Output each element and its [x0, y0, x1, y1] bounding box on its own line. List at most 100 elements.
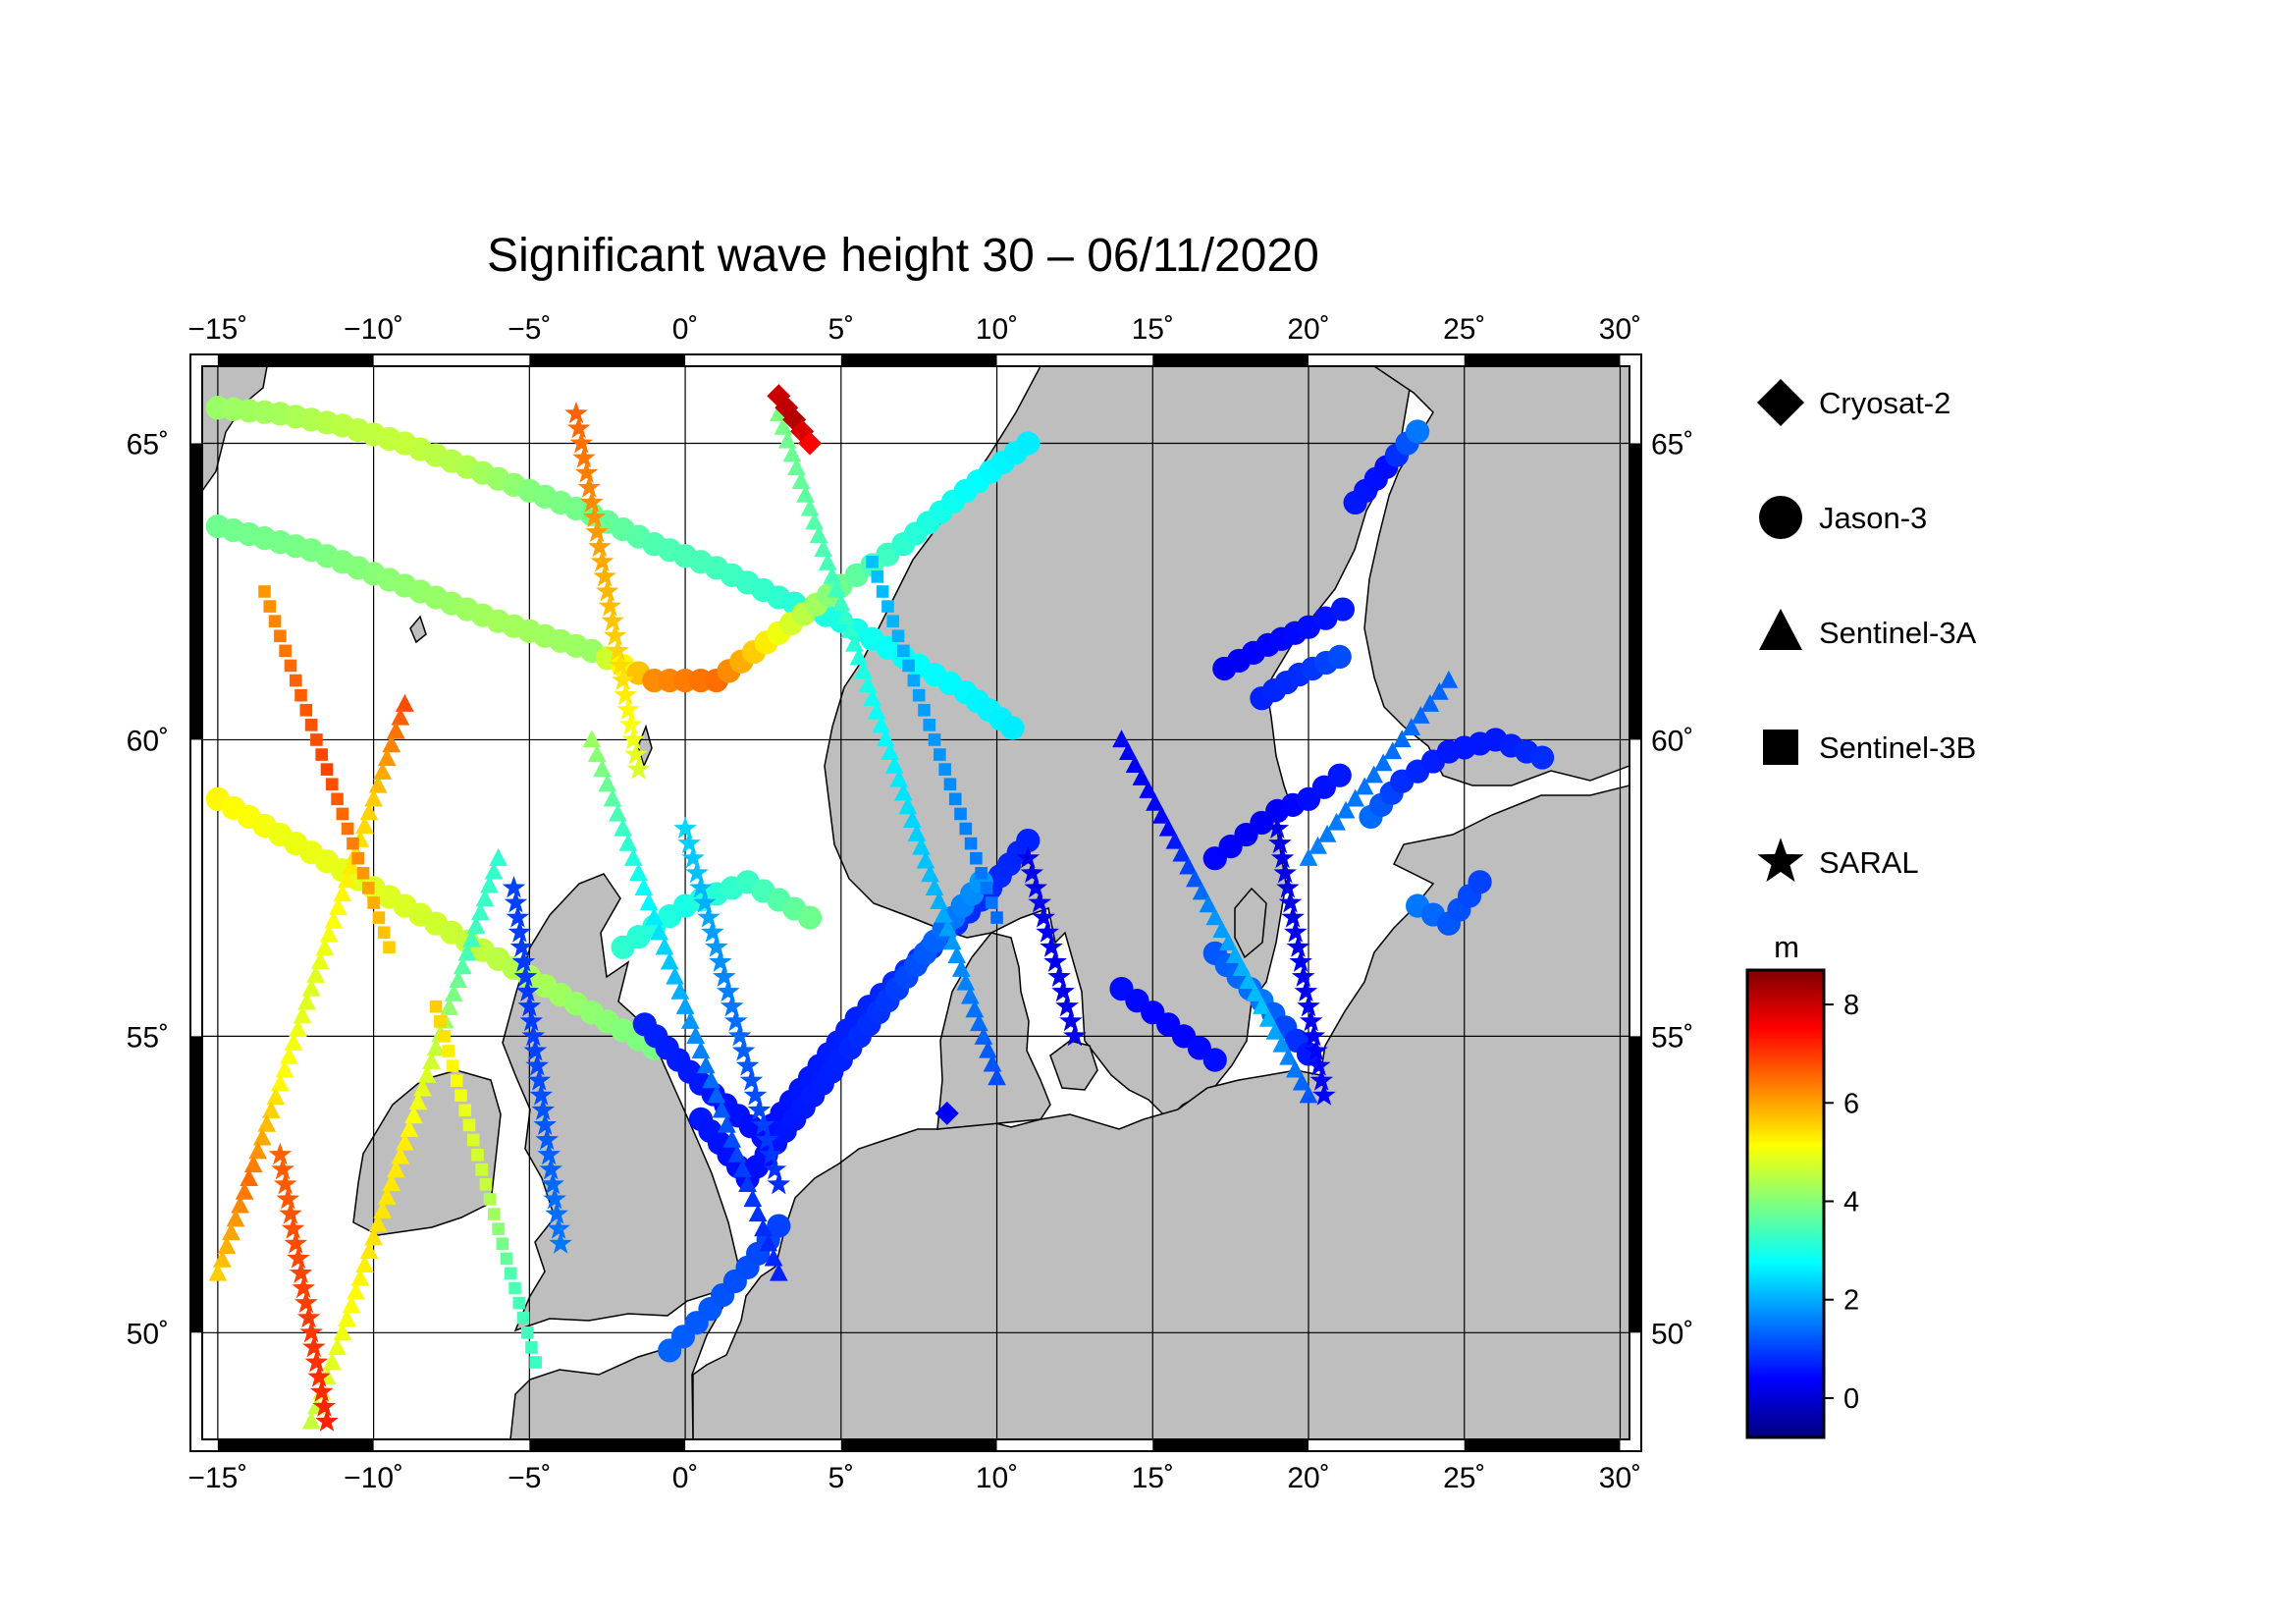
data-point-triangle [261, 1101, 281, 1118]
data-point-triangle [1179, 856, 1198, 875]
data-point-star [523, 1039, 548, 1061]
data-point-triangle [462, 929, 481, 947]
data-point-star [577, 475, 601, 498]
data-point-triangle [809, 525, 828, 544]
data-point-star [284, 1231, 307, 1254]
data-point-triangle [1146, 792, 1164, 811]
data-point-square [529, 1356, 542, 1369]
data-point-star [624, 742, 648, 765]
data-point-star [502, 876, 526, 898]
data-point-triangle [328, 1337, 347, 1356]
frame-bar-left [190, 443, 202, 740]
data-point-square [377, 926, 391, 939]
data-point-triangle [377, 748, 397, 767]
data-point-star [1043, 949, 1067, 972]
data-point-triangle [629, 863, 648, 881]
data-point-square [980, 882, 993, 894]
data-point-triangle [769, 1263, 788, 1281]
data-point-circle [1327, 763, 1352, 787]
data-point-star [1032, 905, 1055, 928]
data-point-star [292, 1275, 315, 1298]
data-point-star [1055, 994, 1079, 1017]
data-point-square [954, 807, 967, 821]
data-point-triangle [350, 1268, 370, 1286]
data-point-triangle [1429, 681, 1449, 700]
data-point-triangle [1139, 780, 1158, 798]
data-point-triangle [222, 1222, 240, 1241]
data-point-triangle [355, 1255, 374, 1272]
data-point-square [504, 1267, 517, 1280]
data-point-star [1307, 1054, 1331, 1076]
data-point-star [611, 668, 635, 691]
data-point-circle [1468, 870, 1492, 894]
data-point-star [304, 1350, 329, 1373]
data-point-square [294, 688, 307, 702]
data-point-star [271, 1157, 294, 1180]
lon-tick-label-bottom: −10˚ [344, 1462, 403, 1494]
data-point-triangle [342, 1295, 361, 1314]
data-point-square [496, 1237, 509, 1251]
graticule [202, 366, 1629, 1439]
data-point-star [569, 431, 593, 454]
data-point-triangle [727, 1144, 747, 1163]
data-point-triangle [979, 1040, 997, 1058]
lon-tick-label-top: 25˚ [1443, 313, 1485, 346]
lat-tick-label-left: 55˚ [127, 1021, 169, 1054]
data-point-star [689, 876, 713, 898]
data-point-triangle [297, 992, 316, 1010]
data-point-star [504, 891, 528, 913]
data-point-triangle [413, 1078, 432, 1097]
data-point-triangle [1299, 1085, 1318, 1104]
data-point-triangle [359, 802, 379, 821]
data-point-square [362, 882, 375, 894]
data-point-triangle [408, 1092, 428, 1110]
data-point-triangle [675, 996, 695, 1014]
data-point-star [309, 1380, 334, 1402]
data-point-triangle [404, 1106, 423, 1124]
legend: Cryosat-2 Jason-3 Sentinel-3A Sentinel-3B SA… [1757, 379, 1977, 883]
data-point-square [325, 778, 339, 791]
data-point-star [1305, 1039, 1328, 1061]
data-point-triangle [956, 972, 976, 991]
data-point-triangle [947, 946, 967, 964]
data-point-triangle [938, 918, 958, 937]
data-point-triangle [738, 1174, 757, 1192]
data-point-star [549, 1231, 572, 1254]
data-point-square [320, 763, 334, 776]
frame-bar-bottom [1464, 1439, 1621, 1451]
data-point-triangle [912, 837, 931, 855]
data-point-square [985, 896, 998, 909]
data-point-star [287, 1246, 310, 1269]
data-point-square [462, 1118, 476, 1132]
data-point-triangle [1411, 706, 1430, 724]
data-point-triangle [257, 1113, 277, 1132]
data-point-square [990, 911, 1003, 924]
data-point-star [1281, 905, 1305, 928]
data-point-star [582, 505, 607, 527]
data-point-square [367, 896, 380, 909]
data-point-triangle [787, 458, 806, 476]
data-point-triangle [814, 539, 833, 557]
frame-bar-bottom [1152, 1439, 1309, 1451]
data-point-triangle [791, 471, 811, 489]
data-point-star [545, 1202, 568, 1224]
data-point-star [507, 920, 532, 943]
data-point-square [383, 941, 396, 954]
data-point-triangle [396, 1132, 414, 1151]
data-point-triangle [284, 1033, 303, 1051]
data-point-star [603, 623, 627, 646]
data-point-star [1268, 831, 1292, 854]
data-point-triangle [831, 593, 851, 612]
data-point-triangle [359, 1241, 379, 1260]
data-point-triangle [893, 783, 913, 801]
data-point-triangle [876, 729, 895, 747]
data-point-square [975, 867, 988, 880]
colorbar: m 0 2 4 6 8 [1745, 930, 1859, 1439]
data-point-triangle [840, 620, 860, 638]
data-point-triangle [1205, 907, 1225, 926]
data-point-triangle [382, 1173, 401, 1192]
data-point-star [713, 964, 736, 987]
lon-tick-label-bottom: −5˚ [507, 1462, 551, 1494]
data-point-triangle [301, 1411, 321, 1430]
lon-tick-label-bottom: 20˚ [1287, 1462, 1329, 1494]
